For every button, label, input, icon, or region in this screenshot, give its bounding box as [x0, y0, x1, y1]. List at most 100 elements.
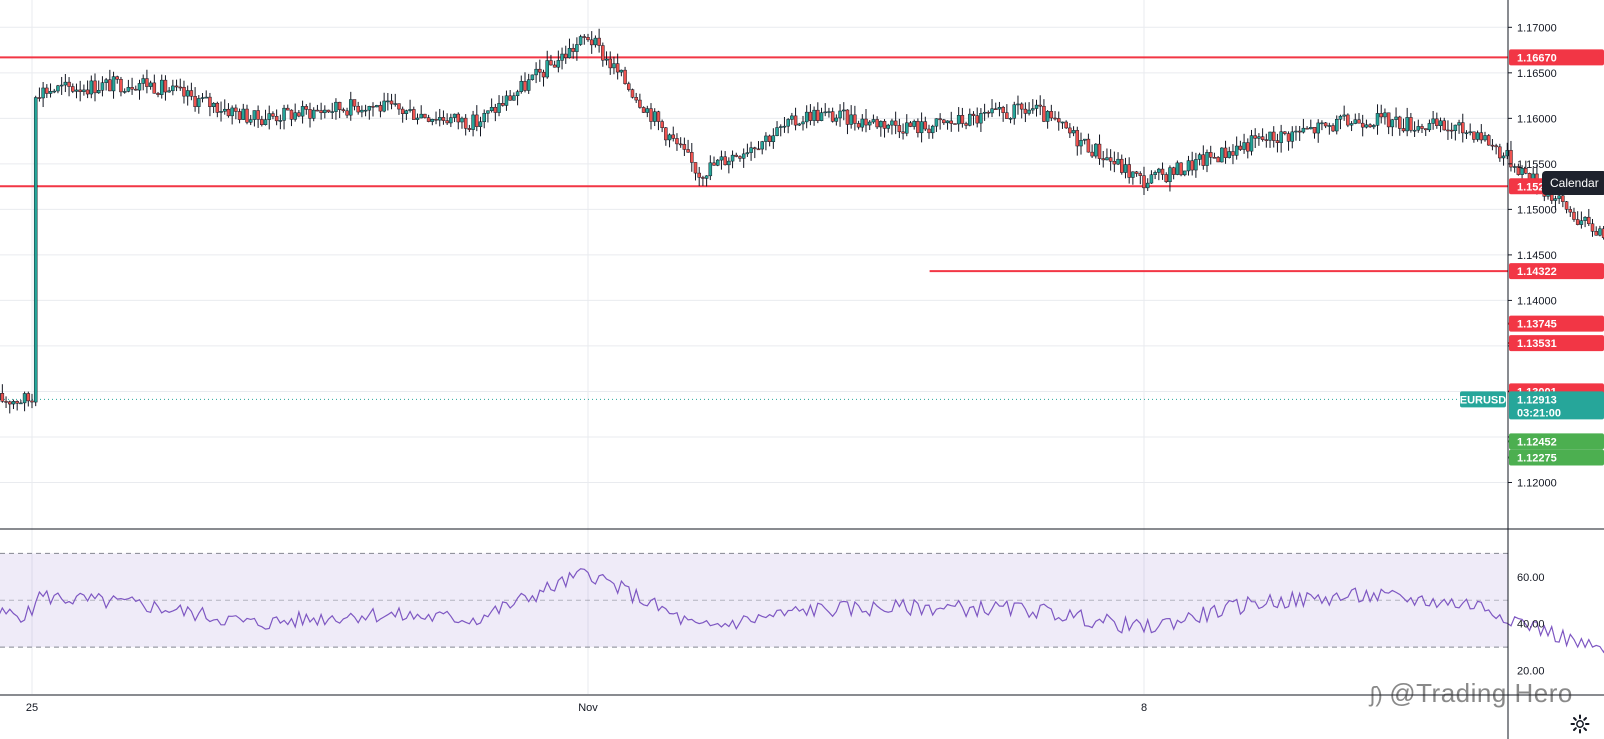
price-tick-label: 1.16500	[1517, 68, 1557, 80]
candle-body	[1112, 161, 1117, 165]
candle-body	[879, 121, 883, 128]
candle-body	[1142, 175, 1146, 189]
candle-body	[260, 119, 264, 125]
candle-body	[263, 119, 268, 125]
candle-body	[1249, 135, 1254, 152]
candle-body	[723, 156, 727, 166]
candle-body	[1016, 103, 1020, 106]
candle-body	[1001, 106, 1005, 113]
candle-body	[441, 117, 446, 121]
candle-body	[1594, 231, 1598, 236]
candle-body	[701, 177, 705, 179]
grid-lines	[0, 0, 1508, 694]
gear-icon[interactable]	[1570, 714, 1590, 734]
candle-body	[782, 125, 787, 128]
candle-body	[174, 85, 179, 88]
candle-body	[274, 116, 279, 122]
candle-body	[819, 112, 824, 121]
candle-body	[1583, 216, 1587, 221]
candle-body	[245, 108, 249, 123]
candle-body	[756, 148, 761, 151]
candle-body	[953, 123, 957, 125]
candle-body	[545, 60, 549, 78]
candle-body	[968, 113, 972, 126]
candle-body	[1383, 112, 1387, 118]
candle-body	[1012, 104, 1017, 119]
candle-body	[1353, 119, 1358, 124]
candle-body	[1320, 122, 1324, 125]
candle-body	[1598, 228, 1602, 236]
candle-body	[1101, 158, 1105, 161]
candle-body	[608, 58, 612, 69]
candle-body	[52, 90, 56, 93]
candle-body	[1131, 171, 1135, 178]
candle-body	[508, 95, 512, 101]
candle-body	[1431, 118, 1435, 124]
candle-body	[1197, 154, 1202, 160]
candle-body	[660, 121, 664, 129]
candle-body	[475, 114, 479, 127]
candle-body	[745, 152, 750, 155]
candle-body	[478, 121, 483, 127]
candle-body	[1171, 167, 1176, 175]
candle-body	[167, 90, 171, 93]
candle-body	[115, 76, 120, 80]
candle-body	[741, 153, 746, 159]
candle-body	[434, 118, 438, 121]
price-tick-label: 1.15000	[1517, 204, 1557, 216]
price-tick-label: 1.12000	[1517, 477, 1557, 489]
candle-body	[1153, 172, 1157, 175]
candle-body	[1060, 121, 1065, 124]
candle-body	[230, 107, 234, 117]
candle-body	[334, 101, 338, 112]
candle-body	[1423, 128, 1428, 131]
candle-body	[219, 111, 223, 113]
candle-body	[993, 108, 998, 110]
candle-body	[349, 99, 353, 116]
candle-body	[753, 147, 757, 150]
candle-body	[96, 90, 101, 94]
candle-body	[1168, 167, 1172, 183]
candle-body	[734, 154, 739, 157]
candle-body	[678, 143, 683, 146]
candle-body	[152, 82, 157, 94]
candle-body	[119, 79, 123, 93]
candle-body	[804, 111, 809, 123]
candle-body	[1068, 127, 1072, 134]
candle-body	[949, 120, 954, 124]
candle-body	[601, 45, 605, 61]
candle-body	[1331, 125, 1335, 132]
candle-body	[1049, 111, 1054, 119]
price-tick-label: 1.14000	[1517, 295, 1557, 307]
watermark-logo-icon: ʃ)	[1370, 682, 1384, 707]
candle-body	[916, 120, 920, 134]
candle-body	[945, 120, 950, 124]
candle-body	[171, 85, 175, 92]
candle-body	[163, 79, 168, 93]
candle-body	[1587, 216, 1591, 225]
candle-body	[26, 393, 31, 402]
candle-body	[934, 118, 939, 127]
candle-body	[497, 103, 501, 113]
candle-body	[111, 76, 116, 92]
candle-body	[1505, 150, 1510, 157]
candle-body	[37, 97, 42, 99]
candle-body	[130, 87, 134, 90]
candle-body	[315, 109, 320, 112]
candle-body	[471, 114, 475, 130]
candle-body	[1056, 118, 1061, 123]
rsi-tick-label: 20.00	[1517, 666, 1545, 678]
candle-body	[1238, 145, 1243, 150]
price-tick-label: 1.14500	[1517, 250, 1557, 262]
candle-body	[1442, 120, 1446, 131]
candle-body	[323, 109, 327, 114]
candle-body	[1294, 130, 1298, 133]
last-price-tag	[1509, 391, 1604, 420]
candle-body	[493, 107, 498, 113]
candle-body	[567, 48, 572, 58]
candle-body	[1108, 157, 1113, 162]
candle-body	[1160, 168, 1165, 175]
candle-body	[304, 106, 309, 110]
candle-body	[452, 113, 457, 118]
